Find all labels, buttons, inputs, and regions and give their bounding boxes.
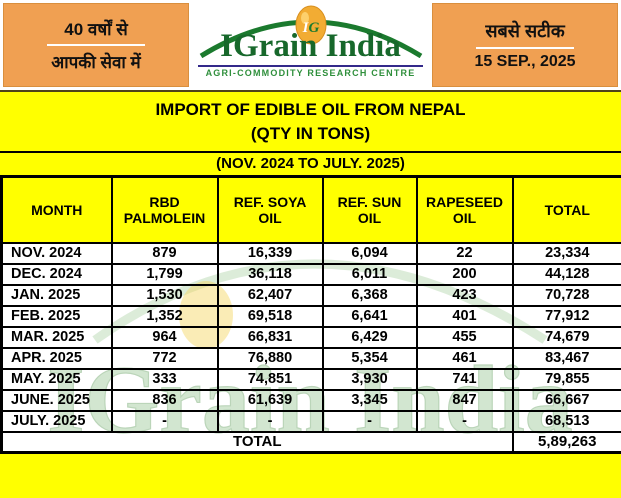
- col-header-rbd-palmolein: RBD PALMOLEIN: [110, 175, 219, 244]
- cell-sun: 3,345: [321, 388, 418, 412]
- col-header-ref-soya-oil: REF. SOYA OIL: [216, 175, 324, 244]
- col-header-ref-sun-oil: REF. SUN OIL: [321, 175, 418, 244]
- cell-rbd: 772: [110, 346, 219, 370]
- grand-total-value: 5,89,263: [511, 430, 621, 454]
- cell-soya: 74,851: [216, 367, 324, 391]
- table-row: JUNE. 2025 836 61,639 3,345 847 66,667: [0, 388, 621, 412]
- cell-total: 44,128: [511, 262, 621, 286]
- cell-total: 83,467: [511, 346, 621, 370]
- cell-sun: -: [321, 409, 418, 433]
- cell-rbd: 836: [110, 388, 219, 412]
- cell-rapeseed: 461: [415, 346, 514, 370]
- report-units: (QTY IN TONS): [250, 124, 371, 143]
- cell-rapeseed: 423: [415, 283, 514, 307]
- cell-rbd: 964: [110, 325, 219, 349]
- cell-month: FEB. 2025: [0, 304, 113, 328]
- cell-sun: 6,429: [321, 325, 418, 349]
- cell-month: JUNE. 2025: [0, 388, 113, 412]
- logo-wordmark: IGrain India: [220, 28, 401, 64]
- cell-rapeseed: 401: [415, 304, 514, 328]
- left-badge-line2: आपकी सेवा में: [51, 53, 141, 72]
- header-band: 40 वर्षों से आपकी सेवा में IG IGrain Ind…: [0, 0, 621, 90]
- cell-soya: -: [216, 409, 324, 433]
- bottom-yellow-strip: [0, 454, 621, 498]
- cell-sun: 5,354: [321, 346, 418, 370]
- cell-sun: 6,641: [321, 304, 418, 328]
- cell-total: 74,679: [511, 325, 621, 349]
- cell-sun: 6,011: [321, 262, 418, 286]
- col-header-month: MONTH: [0, 175, 113, 244]
- cell-month: JAN. 2025: [0, 283, 113, 307]
- report-date: 15 SEP., 2025: [474, 53, 576, 70]
- cell-rapeseed: 847: [415, 388, 514, 412]
- cell-soya: 76,880: [216, 346, 324, 370]
- table-row: JAN. 2025 1,530 62,407 6,368 423 70,728: [0, 283, 621, 307]
- table-row: NOV. 2024 879 16,339 6,094 22 23,334: [0, 241, 621, 265]
- table-row: APR. 2025 772 76,880 5,354 461 83,467: [0, 346, 621, 370]
- cell-rbd: -: [110, 409, 219, 433]
- grand-total-row: TOTAL 5,89,263: [0, 430, 621, 454]
- cell-rapeseed: -: [415, 409, 514, 433]
- right-badge-line1: सबसे सटीक: [485, 21, 565, 41]
- cell-total: 79,855: [511, 367, 621, 391]
- cell-sun: 6,094: [321, 241, 418, 265]
- table-row: DEC. 2024 1,799 36,118 6,011 200 44,128: [0, 262, 621, 286]
- logo-tagline: AGRI-COMMODITY RESEARCH CENTRE: [197, 65, 424, 78]
- col-header-rapeseed-oil: RAPESEED OIL: [415, 175, 514, 244]
- grand-total-label: TOTAL: [0, 430, 514, 454]
- report-period: (NOV. 2024 TO JULY. 2025): [0, 151, 621, 175]
- col-header-total: TOTAL: [511, 175, 621, 244]
- left-badge-line1: 40 वर्षों से: [64, 20, 128, 39]
- cell-rbd: 1,530: [110, 283, 219, 307]
- cell-month: NOV. 2024: [0, 241, 113, 265]
- import-table-wrap: MONTH RBD PALMOLEIN REF. SOYA OIL REF. S…: [0, 175, 621, 454]
- cell-month: MAR. 2025: [0, 325, 113, 349]
- igrain-logo: IG IGrain India AGRI-COMMODITY RESEARCH …: [193, 3, 428, 87]
- cell-soya: 66,831: [216, 325, 324, 349]
- svg-text:IG: IG: [301, 20, 319, 36]
- table-row: MAY. 2025 333 74,851 3,930 741 79,855: [0, 367, 621, 391]
- cell-total: 68,513: [511, 409, 621, 433]
- right-badge: सबसे सटीक 15 SEP., 2025: [432, 3, 618, 87]
- cell-rbd: 1,352: [110, 304, 219, 328]
- title-block: IMPORT OF EDIBLE OIL FROM NEPAL (QTY IN …: [0, 90, 621, 151]
- cell-total: 23,334: [511, 241, 621, 265]
- cell-rapeseed: 200: [415, 262, 514, 286]
- cell-rbd: 1,799: [110, 262, 219, 286]
- cell-total: 66,667: [511, 388, 621, 412]
- cell-month: MAY. 2025: [0, 367, 113, 391]
- cell-total: 70,728: [511, 283, 621, 307]
- table-row: MAR. 2025 964 66,831 6,429 455 74,679: [0, 325, 621, 349]
- logo-arc-egg-icon: IG: [199, 5, 422, 58]
- cell-soya: 62,407: [216, 283, 324, 307]
- table-row: JULY. 2025 - - - - 68,513: [0, 409, 621, 433]
- header-row: MONTH RBD PALMOLEIN REF. SOYA OIL REF. S…: [0, 175, 621, 244]
- cell-soya: 16,339: [216, 241, 324, 265]
- cell-soya: 36,118: [216, 262, 324, 286]
- report-title: IMPORT OF EDIBLE OIL FROM NEPAL: [155, 100, 466, 119]
- cell-rapeseed: 455: [415, 325, 514, 349]
- import-table: MONTH RBD PALMOLEIN REF. SOYA OIL REF. S…: [0, 175, 621, 454]
- left-badge-divider: [47, 44, 145, 46]
- right-badge-divider: [476, 47, 574, 49]
- table-row: FEB. 2025 1,352 69,518 6,641 401 77,912: [0, 304, 621, 328]
- cell-rbd: 879: [110, 241, 219, 265]
- cell-month: DEC. 2024: [0, 262, 113, 286]
- cell-sun: 6,368: [321, 283, 418, 307]
- cell-total: 77,912: [511, 304, 621, 328]
- cell-soya: 69,518: [216, 304, 324, 328]
- cell-rbd: 333: [110, 367, 219, 391]
- left-badge: 40 वर्षों से आपकी सेवा में: [3, 3, 189, 87]
- cell-sun: 3,930: [321, 367, 418, 391]
- cell-rapeseed: 741: [415, 367, 514, 391]
- cell-soya: 61,639: [216, 388, 324, 412]
- cell-month: APR. 2025: [0, 346, 113, 370]
- cell-rapeseed: 22: [415, 241, 514, 265]
- cell-month: JULY. 2025: [0, 409, 113, 433]
